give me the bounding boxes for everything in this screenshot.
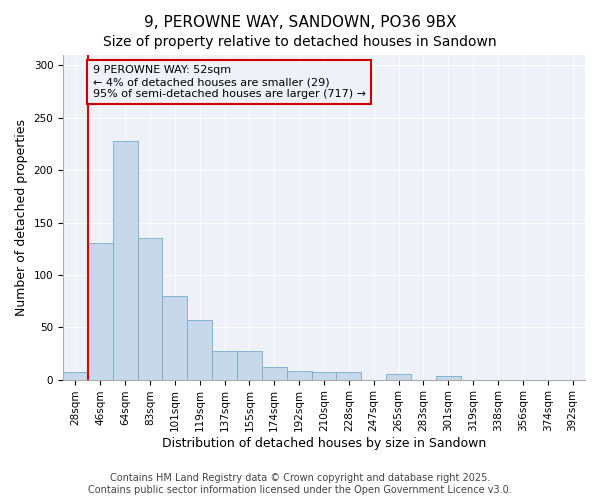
Bar (237, 352, 262, 380)
Bar (187, 320, 212, 380)
Text: Size of property relative to detached houses in Sandown: Size of property relative to detached ho… (103, 35, 497, 49)
Text: 9 PEROWNE WAY: 52sqm
← 4% of detached houses are smaller (29)
95% of semi-detach: 9 PEROWNE WAY: 52sqm ← 4% of detached ho… (93, 66, 366, 98)
Bar (212, 352, 237, 380)
Bar (337, 372, 361, 380)
Text: 9, PEROWNE WAY, SANDOWN, PO36 9BX: 9, PEROWNE WAY, SANDOWN, PO36 9BX (143, 15, 457, 30)
Bar (63, 372, 88, 380)
Bar (386, 374, 411, 380)
Text: Contains HM Land Registry data © Crown copyright and database right 2025.
Contai: Contains HM Land Registry data © Crown c… (88, 474, 512, 495)
Bar (311, 372, 337, 380)
Bar (262, 367, 287, 380)
Bar (287, 371, 311, 380)
Bar (436, 376, 461, 380)
Y-axis label: Number of detached properties: Number of detached properties (15, 119, 28, 316)
X-axis label: Distribution of detached houses by size in Sandown: Distribution of detached houses by size … (162, 437, 486, 450)
Bar (88, 244, 113, 380)
Bar (163, 296, 187, 380)
Bar (113, 141, 137, 380)
Bar (137, 238, 163, 380)
